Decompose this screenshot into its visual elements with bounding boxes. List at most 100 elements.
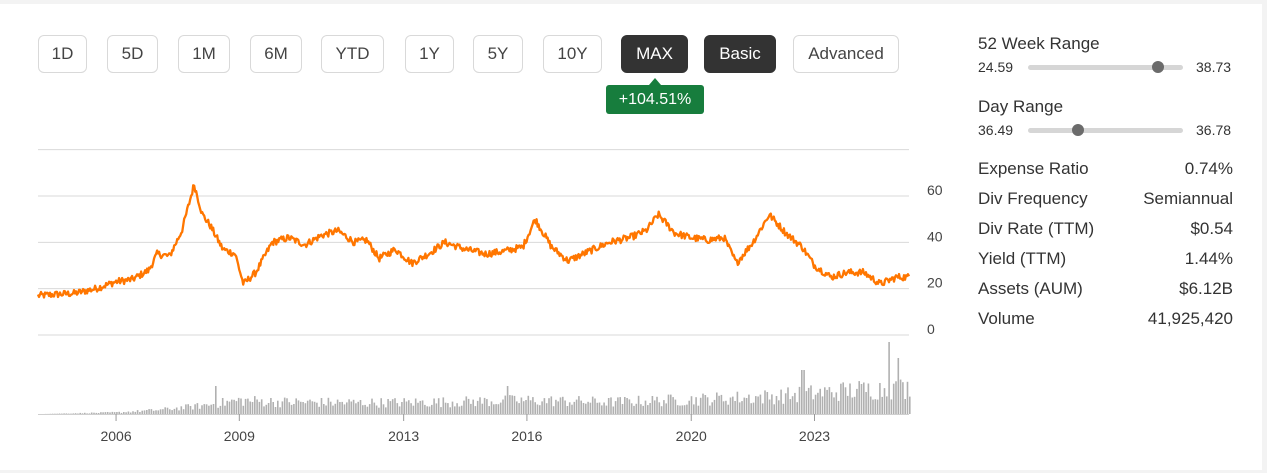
- volume-bar: [640, 404, 642, 414]
- volume-bar: [113, 412, 116, 414]
- volume-bar: [244, 398, 247, 414]
- volume-bar: [265, 404, 268, 414]
- volume-bar: [171, 410, 173, 414]
- volume-bar: [352, 399, 355, 414]
- volume-bar: [495, 404, 497, 414]
- volume-bar: [789, 399, 792, 414]
- volume-bar: [318, 406, 320, 414]
- volume-bar: [630, 403, 633, 414]
- volume-bar: [513, 395, 516, 414]
- volume-bar: [566, 406, 569, 414]
- volume-bar: [320, 398, 323, 414]
- volume-bar: [408, 400, 410, 414]
- timeframe-button-basic[interactable]: Basic: [704, 35, 776, 73]
- volume-bar: [892, 383, 895, 414]
- volume-bar: [527, 395, 530, 414]
- range-low: 36.49: [978, 122, 1014, 138]
- volume-bar: [449, 407, 451, 414]
- chart-grid: [38, 149, 909, 415]
- stat-row: Assets (AUM) $6.12B: [978, 279, 1233, 299]
- volume-bar: [637, 395, 640, 414]
- volume-bar: [757, 396, 759, 414]
- range-marker: [1152, 61, 1165, 73]
- range-low: 24.59: [978, 59, 1014, 75]
- volume-bar: [853, 396, 856, 414]
- volume-bar: [693, 404, 695, 414]
- volume-bar: [865, 392, 867, 414]
- volume-bar: [699, 397, 702, 414]
- stat-row: Div Rate (TTM) $0.54: [978, 219, 1233, 239]
- volume-bar: [711, 402, 713, 414]
- volume-bar: [842, 382, 844, 414]
- volume-bar: [771, 394, 773, 414]
- volume-bar: [217, 407, 219, 414]
- volume-bar: [162, 409, 164, 414]
- volume-bar: [874, 399, 877, 414]
- volume-bar: [148, 409, 150, 414]
- volume-bar: [339, 402, 341, 414]
- volume-bar: [104, 412, 107, 414]
- volume-bar: [578, 396, 580, 414]
- volume-bar: [890, 399, 893, 414]
- volume-bar: [141, 410, 143, 414]
- volume-bar: [465, 396, 468, 414]
- volume-bar: [529, 400, 532, 414]
- volume-bar: [355, 403, 357, 414]
- timeframe-button-1d[interactable]: 1D: [38, 35, 87, 73]
- stat-row: Expense Ratio 0.74%: [978, 159, 1233, 179]
- volume-bar: [226, 400, 228, 414]
- volume-bar: [534, 402, 536, 414]
- volume-bar: [100, 412, 102, 414]
- volume-bar: [88, 413, 91, 414]
- volume-bar: [734, 401, 736, 414]
- volume-bar: [782, 403, 785, 414]
- volume-bar: [417, 402, 419, 414]
- volume-bar: [658, 402, 661, 414]
- timeframe-button-5d[interactable]: 5D: [107, 35, 158, 73]
- volume-bar: [732, 396, 734, 414]
- timeframe-button-5y[interactable]: 5Y: [473, 35, 523, 73]
- volume-bar: [65, 413, 68, 414]
- volume-bar: [651, 396, 654, 414]
- volume-bar: [725, 400, 727, 414]
- volume-bar: [522, 401, 525, 414]
- volume-bar: [387, 399, 389, 414]
- volume-bar: [681, 405, 684, 414]
- volume-bar: [231, 399, 233, 414]
- x-tick-label: 2016: [511, 428, 542, 444]
- volume-bar: [364, 404, 366, 414]
- volume-bar: [157, 410, 160, 414]
- volume-bar: [619, 397, 621, 414]
- volume-bar: [899, 379, 902, 414]
- volume-bar: [509, 395, 511, 414]
- volume-bar: [750, 403, 752, 414]
- volume-bar: [835, 392, 838, 414]
- timeframe-button-max[interactable]: MAX: [621, 35, 688, 73]
- volume-bar: [626, 398, 628, 414]
- volume-bar: [821, 396, 824, 414]
- volume-bar: [251, 402, 254, 414]
- volume-bar: [493, 404, 495, 414]
- volume-bar: [297, 400, 300, 414]
- volume-bar: [86, 413, 88, 414]
- volume-bar: [895, 381, 897, 414]
- volume-bar: [846, 395, 849, 414]
- volume-bar: [440, 407, 442, 414]
- timeframe-button-1y[interactable]: 1Y: [405, 35, 454, 73]
- volume-bar: [391, 399, 394, 414]
- volume-bar: [761, 403, 764, 414]
- volume-bar: [228, 401, 231, 414]
- volume-bar: [129, 412, 132, 414]
- volume-bar: [481, 403, 484, 414]
- stat-value: 41,925,420: [1147, 309, 1233, 328]
- volume-bar: [568, 402, 571, 414]
- timeframe-button-10y[interactable]: 10Y: [543, 35, 602, 73]
- timeframe-button-6m[interactable]: 6M: [250, 35, 302, 73]
- timeframe-button-ytd[interactable]: YTD: [321, 35, 384, 73]
- volume-bar: [366, 406, 369, 414]
- timeframe-button-advanced[interactable]: Advanced: [793, 35, 899, 73]
- volume-bar: [706, 397, 709, 414]
- volume-bar: [610, 397, 612, 414]
- timeframe-button-1m[interactable]: 1M: [178, 35, 230, 73]
